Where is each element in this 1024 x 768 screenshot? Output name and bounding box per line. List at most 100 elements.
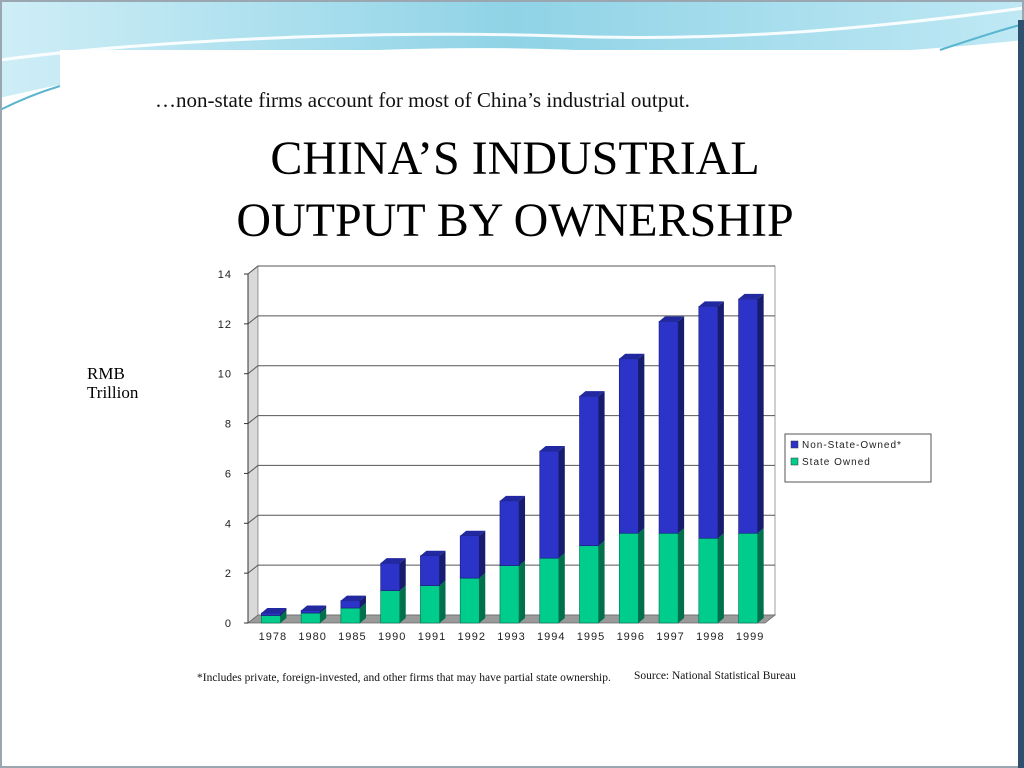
bar-state-owned [658, 532, 679, 624]
gridline [247, 265, 775, 275]
legend-swatch [790, 457, 799, 466]
legend-label: State Owned [802, 457, 871, 468]
bar-non-state-owned [539, 450, 560, 559]
bar-top [301, 605, 327, 611]
bar-top [738, 293, 764, 299]
bar-side [757, 528, 764, 623]
bar-side [678, 528, 685, 623]
bar-state-owned [579, 545, 599, 624]
legend-swatch [790, 440, 799, 449]
bar-state-owned [261, 615, 281, 624]
y-axis-label-line-1: RMB [87, 364, 125, 383]
stacked-bar-chart: 0 2 4 6 8 10 12 14 1978 1980 1985 1990 1991 1992 1993 1… [218, 265, 932, 643]
bar-side [399, 585, 406, 623]
slide-title: CHINA’S INDUSTRIAL OUTPUT BY OWNERSHIP [160, 128, 870, 252]
bar-side [399, 558, 406, 591]
title-line-1: CHINA’S INDUSTRIAL [270, 132, 760, 185]
bar-side [598, 391, 605, 546]
bar-side [280, 608, 287, 616]
bar-side [439, 550, 446, 586]
bar-top [340, 595, 366, 601]
bar-side [558, 553, 565, 623]
x-tick-label: 1995 [577, 631, 605, 643]
x-tick-label: 1985 [338, 631, 366, 643]
bar-state-owned [618, 532, 639, 624]
bar-side [519, 560, 526, 623]
bar-side [638, 353, 645, 534]
gridline [247, 365, 775, 375]
x-tick-label: 1998 [696, 631, 724, 643]
bar-non-state-owned [420, 555, 440, 586]
x-tick-label: 1992 [457, 631, 485, 643]
bar-side [519, 495, 526, 566]
bar-side [598, 540, 605, 623]
bar-non-state-owned [300, 610, 321, 614]
source-note: Source: National Statistical Bureau [634, 670, 796, 682]
x-tick-label: 1991 [418, 631, 446, 643]
y-tick-label: 8 [225, 419, 232, 431]
bar-top [261, 608, 287, 614]
bar-state-owned [539, 557, 560, 624]
footnote: *Includes private, foreign-invested, and… [197, 672, 611, 684]
y-tick-label: 0 [225, 618, 232, 630]
bar-state-owned [459, 577, 480, 624]
bar-top [460, 530, 486, 536]
bar-non-state-owned [618, 358, 639, 534]
legend-box [784, 433, 932, 483]
bar-non-state-owned [738, 298, 758, 534]
x-tick-label: 1980 [298, 631, 326, 643]
bar-state-owned [698, 537, 719, 624]
bar-side [757, 293, 764, 534]
bar-non-state-owned [459, 535, 480, 579]
bar-non-state-owned [499, 500, 520, 566]
x-tick-label: 1996 [617, 631, 645, 643]
bar-non-state-owned [380, 562, 401, 591]
legend-label: Non-State-Owned* [802, 440, 902, 451]
x-tick-label: 1993 [497, 631, 525, 643]
bar-top [659, 316, 685, 322]
bar-side [359, 603, 366, 623]
bar-top [619, 353, 645, 359]
y-axis-label: RMB Trillion [87, 364, 138, 402]
bar-state-owned [340, 607, 361, 624]
y-tick-label: 12 [218, 319, 232, 331]
bar-top [499, 495, 526, 501]
bar-side [558, 445, 565, 559]
bar-top [380, 558, 406, 564]
slide-subtitle: …non-state firms account for most of Chi… [155, 88, 690, 112]
bar-side [439, 580, 446, 623]
bar-state-owned [499, 565, 520, 624]
bar-side [359, 595, 366, 609]
bar-top [420, 550, 446, 556]
x-tick-label: 1994 [537, 631, 565, 643]
y-tick-label: 6 [225, 468, 232, 480]
bar-side [320, 608, 327, 623]
x-tick-label: 1978 [259, 631, 287, 643]
bar-non-state-owned [658, 321, 679, 534]
bar-side [678, 316, 685, 534]
bar-side [280, 610, 287, 623]
y-tick-label: 4 [225, 518, 232, 530]
bar-state-owned [300, 612, 321, 624]
y-tick-label: 2 [225, 568, 232, 580]
bar-top [579, 391, 605, 397]
bar-state-owned [738, 532, 758, 624]
title-line-2: OUTPUT BY OWNERSHIP [236, 194, 794, 247]
y-axis-label-line-2: Trillion [87, 383, 139, 402]
bar-side [320, 605, 327, 614]
x-tick-label: 1997 [656, 631, 684, 643]
bar-non-state-owned [340, 600, 361, 609]
bar-state-owned [420, 585, 440, 624]
gridline [247, 315, 775, 325]
bar-top [539, 445, 565, 451]
x-tick-label: 1990 [378, 631, 406, 643]
bar-side [717, 533, 724, 623]
y-tick-label: 10 [218, 369, 232, 381]
bar-state-owned [380, 590, 401, 624]
bar-non-state-owned [579, 395, 599, 547]
bar-non-state-owned [698, 306, 719, 539]
bar-side [717, 301, 724, 539]
bar-side [479, 530, 486, 579]
y-tick-label: 14 [218, 269, 232, 281]
